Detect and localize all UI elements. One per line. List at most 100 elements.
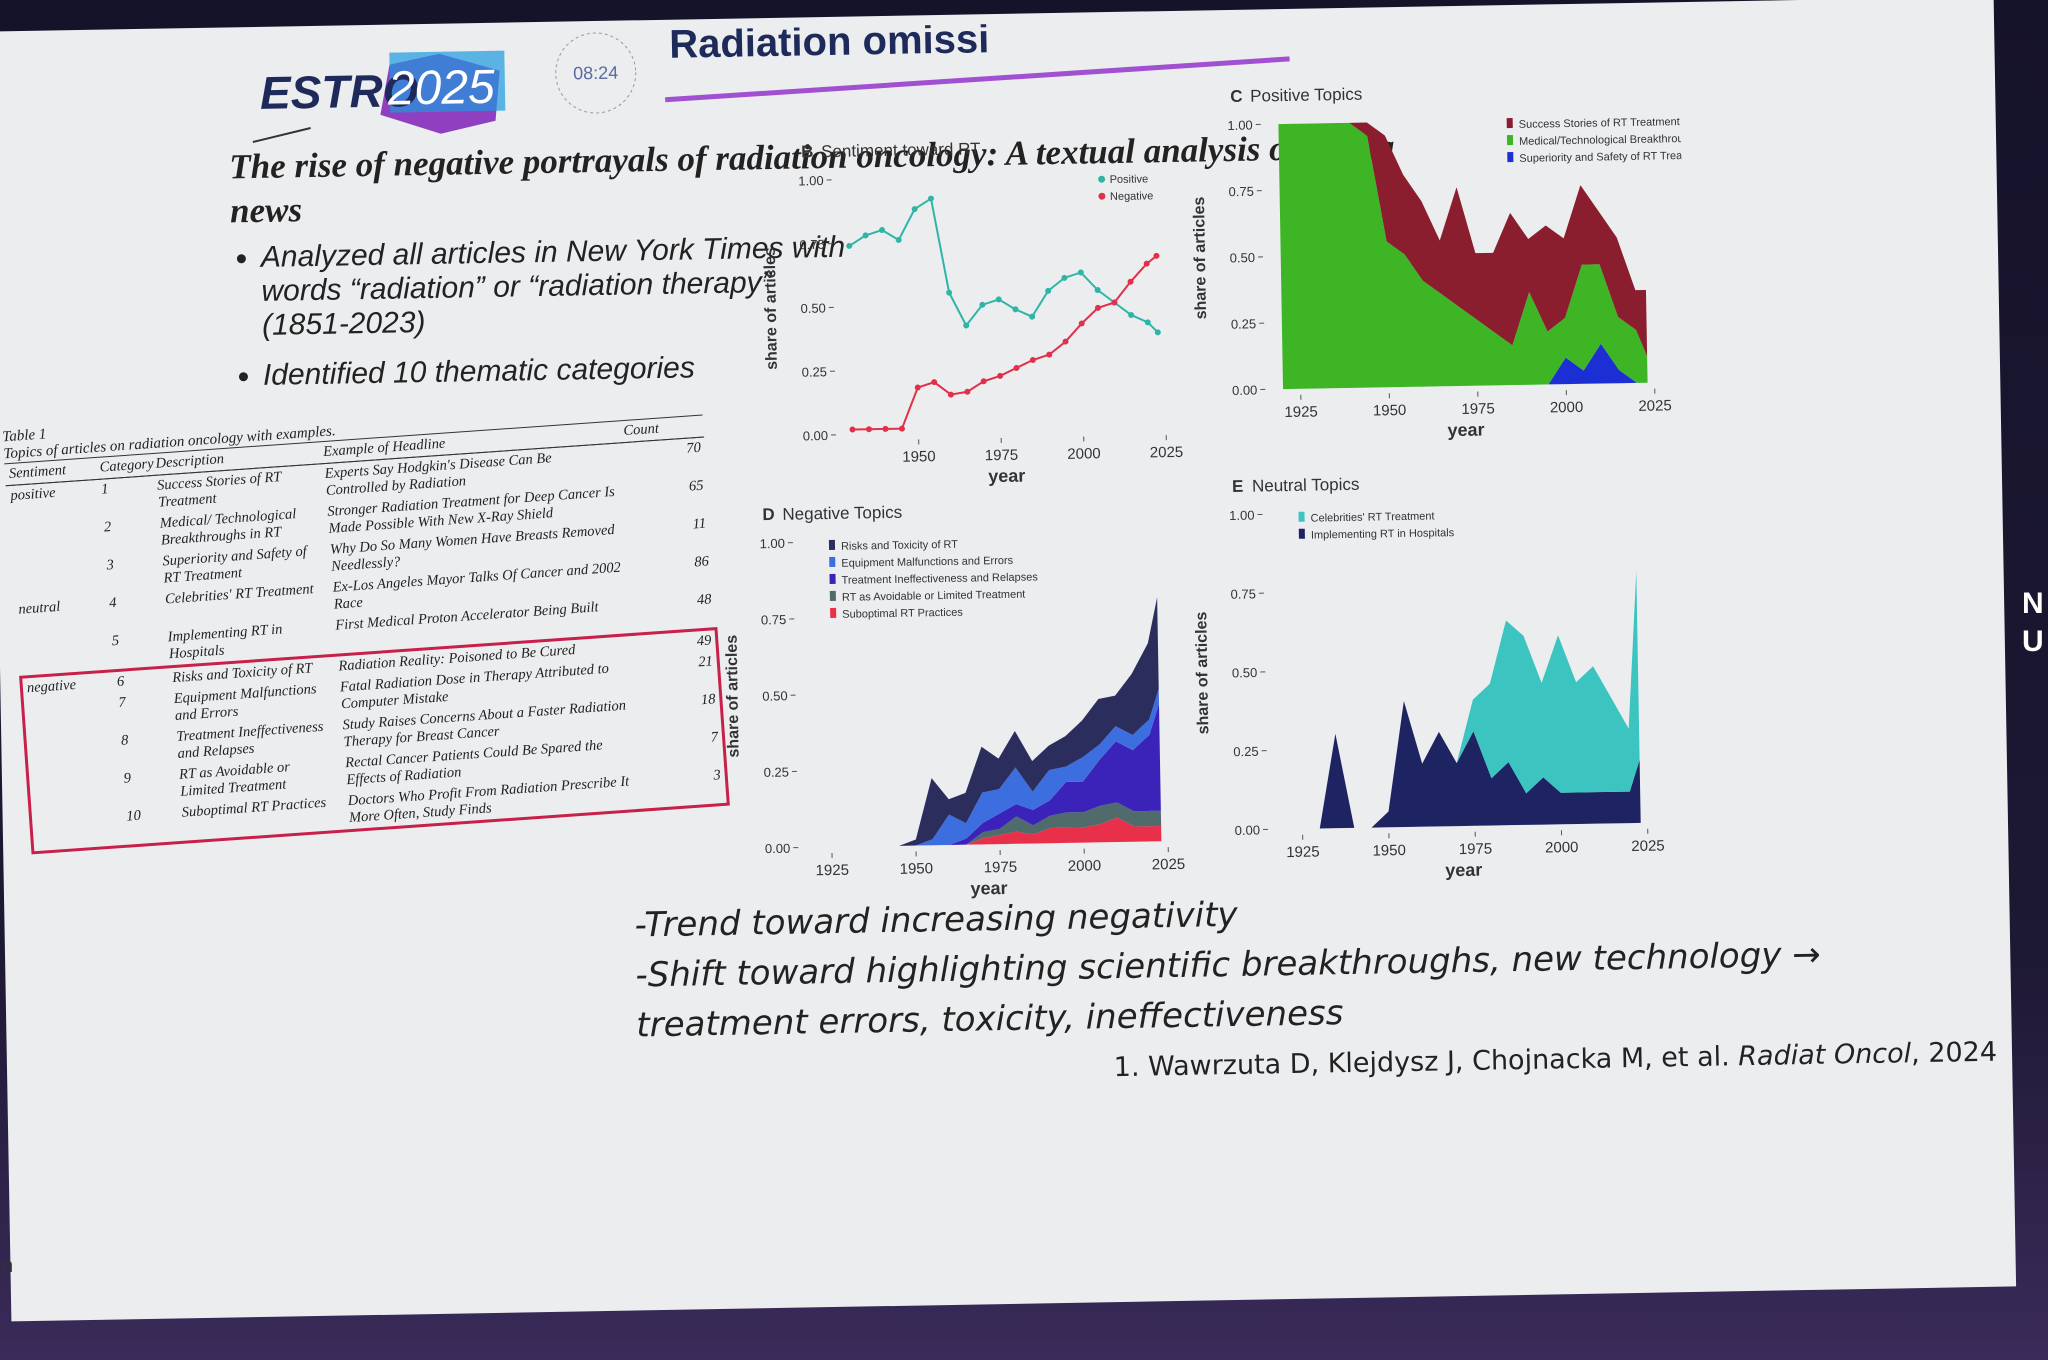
header-rule (665, 56, 1290, 103)
y-axis-label: share of articles (762, 247, 781, 370)
y-axis-label: share of articles (1193, 611, 1212, 734)
x-tick-label: 1975 (1459, 840, 1493, 858)
table-cell: 70 (685, 439, 702, 457)
point (849, 426, 856, 433)
y-tick-label: 1.00 (760, 536, 786, 551)
point (963, 322, 970, 329)
point (895, 236, 902, 243)
panel-letter: C (1230, 87, 1243, 106)
table-cell: 86 (693, 553, 710, 571)
point (1061, 274, 1068, 281)
legend-label: Suboptimal RT Practices (842, 607, 963, 621)
point (1127, 278, 1134, 285)
table-cell (29, 769, 122, 813)
y-tick-label: 0.25 (802, 364, 828, 379)
panel-letter: E (1232, 477, 1244, 496)
point (1012, 306, 1019, 313)
citation: 1. Wawrzuta D, Klejdysz J, Chojnacka M, … (1007, 1037, 1997, 1085)
table-cell: 48 (696, 591, 712, 609)
area (815, 597, 1159, 848)
y-tick-label: 0.50 (800, 301, 826, 316)
point (1013, 364, 1020, 371)
legend-label: Success Stories of RT Treatment (1519, 116, 1680, 131)
legend-label: Negative (1110, 190, 1154, 203)
table-cell: 3 (106, 556, 115, 574)
area (1278, 122, 1648, 357)
point (1094, 287, 1101, 294)
legend-swatch (829, 556, 836, 568)
citation-year: , 2024 (1910, 1036, 1998, 1070)
legend-swatch (1298, 528, 1305, 539)
point (980, 378, 987, 385)
legend-label: Medical/Technological Breakthroughs in R… (1519, 132, 1686, 148)
table: Table 1 Topics of articles on radiation … (2, 381, 730, 855)
point (1154, 329, 1161, 336)
side-letter: U (2022, 625, 2044, 658)
x-tick-label: 1925 (815, 862, 849, 880)
point (1111, 299, 1118, 306)
area (1285, 570, 1640, 830)
panel-letter: D (762, 505, 775, 524)
point (846, 242, 853, 249)
area (815, 688, 1159, 848)
point (927, 195, 934, 202)
y-tick-label: 0.25 (763, 764, 789, 779)
y-tick-label: 0.00 (803, 428, 829, 443)
logo-text: ESTRO (260, 64, 420, 119)
legend-label: Equipment Malfunctions and Errors (841, 555, 1013, 570)
point (1029, 357, 1036, 364)
point (1153, 252, 1160, 259)
table-cell (24, 693, 117, 737)
table-cell: 2 (103, 519, 112, 536)
area (1285, 701, 1641, 830)
point (911, 206, 918, 213)
table-cell: 4 (108, 594, 118, 612)
table-cell: 21 (697, 653, 714, 671)
point (865, 426, 872, 433)
x-tick-label: 1950 (900, 860, 934, 878)
point (947, 391, 954, 398)
table-cell: 7 (710, 729, 719, 746)
legend-label: Implementing RT in Hospitals (1311, 527, 1455, 542)
point (979, 301, 986, 308)
x-tick-label: 1925 (1284, 403, 1318, 421)
point (898, 425, 905, 432)
y-tick-label: 1.00 (1227, 118, 1253, 133)
x-tick-label: 1950 (902, 448, 936, 466)
area (815, 704, 1161, 848)
legend-swatch (828, 539, 836, 551)
point (964, 388, 971, 395)
legend-label: Positive (1110, 173, 1149, 186)
x-tick-label: 2000 (1067, 445, 1101, 463)
table-cell (32, 807, 125, 851)
logo-rule (252, 127, 311, 143)
point (862, 232, 869, 239)
time: 08:24 (573, 63, 618, 84)
table-cell (8, 518, 101, 562)
x-axis-label: year (988, 466, 1025, 487)
side-text: N U (2022, 585, 2044, 661)
x-tick-label: 2025 (1631, 837, 1665, 855)
y-tick-label: 0.00 (765, 841, 791, 856)
legend-label: Risks and Toxicity of RT (841, 539, 958, 553)
chart-d: D Negative Topics year share of articles 0.0… (724, 503, 1186, 899)
y-tick-label: 1.00 (1229, 508, 1255, 523)
y-tick-label: 0.50 (1230, 250, 1256, 265)
x-tick-label: 2000 (1545, 839, 1579, 857)
chart-title: Positive Topics (1250, 85, 1362, 106)
legend-swatch (1506, 135, 1514, 146)
area (1278, 122, 1648, 390)
header: ESTRO 2025 08:24 Radiation omissi (252, 18, 1290, 143)
table-cell: 65 (688, 477, 705, 495)
point (914, 384, 921, 391)
y-axis-label: share of articles (724, 635, 743, 758)
point (1143, 260, 1150, 267)
y-tick-label: 0.75 (1230, 586, 1256, 601)
table-cell (11, 556, 104, 600)
time-ring (555, 32, 637, 114)
legend-label: Treatment Ineffectiveness and Relapses (842, 571, 1039, 586)
logo-year: 2025 (386, 61, 495, 116)
x-axis-label: year (1447, 420, 1484, 441)
y-axis-label: share of articles (1191, 196, 1210, 319)
